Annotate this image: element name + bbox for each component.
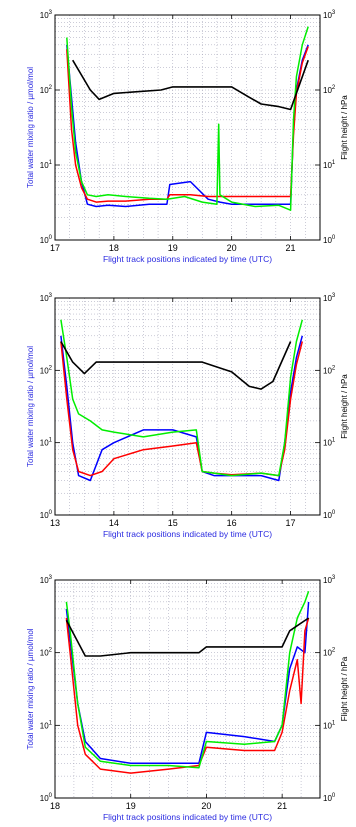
y-axis-label: Total water mixing ratio / µmol/mol — [26, 346, 35, 467]
chart-panel-2: 13 14 15 16 17 100 100 101 101 102 102 103 103 Flight… — [26, 293, 349, 539]
y2-tick-label: 101 — [323, 720, 336, 730]
plot-frame — [54, 14, 321, 241]
x-tick-label: 21 — [277, 801, 287, 811]
y2-tick-label: 102 — [323, 648, 336, 658]
grid — [54, 298, 321, 516]
x-axis-label: Flight track positions indicated by time… — [103, 529, 272, 539]
series-line-3 — [66, 26, 309, 211]
x-tick-label: 21 — [286, 243, 296, 253]
y-tick-label: 103 — [40, 10, 53, 20]
y2-tick-label: 101 — [323, 160, 336, 170]
x-tick-label: 17 — [50, 243, 60, 253]
x-axis-label: Flight track positions indicated by time… — [103, 254, 272, 264]
x-tick-label: 15 — [168, 518, 178, 528]
y-tick-label: 101 — [40, 720, 53, 730]
y-tick-label: 101 — [40, 438, 53, 448]
series-line-2 — [60, 341, 304, 477]
y2-axis-label: Flight height / hPa — [340, 374, 349, 439]
x-tick-label: 20 — [227, 243, 237, 253]
x-tick-label: 16 — [227, 518, 237, 528]
y2-tick-label: 101 — [323, 438, 336, 448]
chart-panel-3: 18 19 20 21 100 100 101 101 102 102 103 103 Flight t… — [26, 575, 349, 822]
x-tick-label: 17 — [286, 518, 296, 528]
series-line-4 — [65, 617, 310, 657]
y-tick-label: 100 — [40, 235, 53, 245]
series-line-3 — [65, 591, 310, 769]
x-tick-label: 18 — [109, 243, 119, 253]
y2-tick-label: 103 — [323, 293, 336, 303]
x-tick-label: 19 — [126, 801, 136, 811]
y2-tick-label: 103 — [323, 10, 336, 20]
y-axis-label: Total water mixing ratio / µmol/mol — [26, 628, 35, 749]
y-axis-label: Total water mixing ratio / µmol/mol — [26, 67, 35, 188]
x-axis-label: Flight track positions indicated by time… — [103, 812, 272, 822]
x-tick-label: 19 — [168, 243, 178, 253]
x-tick-label: 20 — [201, 801, 211, 811]
plot-frame — [54, 297, 321, 516]
y2-tick-label: 100 — [323, 510, 336, 520]
plot-frame — [54, 579, 321, 799]
y-tick-label: 102 — [40, 648, 53, 658]
y2-axis-label: Flight height / hPa — [340, 656, 349, 721]
series-line-2 — [65, 617, 310, 774]
y2-tick-label: 100 — [323, 793, 336, 803]
x-tick-label: 13 — [50, 518, 60, 528]
y-tick-label: 101 — [40, 160, 53, 170]
y2-tick-label: 100 — [323, 235, 336, 245]
y-tick-label: 100 — [40, 510, 53, 520]
series-line-4 — [60, 341, 292, 390]
y-tick-label: 103 — [40, 293, 53, 303]
y2-tick-label: 103 — [323, 575, 336, 585]
y2-axis-label: Flight height / hPa — [340, 95, 349, 160]
y2-tick-label: 102 — [323, 365, 336, 375]
series-line-4 — [72, 59, 309, 111]
y-tick-label: 103 — [40, 575, 53, 585]
y-tick-label: 102 — [40, 365, 53, 375]
grid — [54, 580, 321, 799]
y-tick-label: 102 — [40, 85, 53, 95]
series-line-3 — [60, 319, 304, 477]
x-tick-label: 14 — [109, 518, 119, 528]
y2-tick-label: 102 — [323, 85, 336, 95]
chart-panel-1: 17 18 19 20 21 100 100 101 101 102 102 103 103 Flight… — [26, 10, 349, 264]
x-tick-label: 18 — [50, 801, 60, 811]
y-tick-label: 100 — [40, 793, 53, 803]
